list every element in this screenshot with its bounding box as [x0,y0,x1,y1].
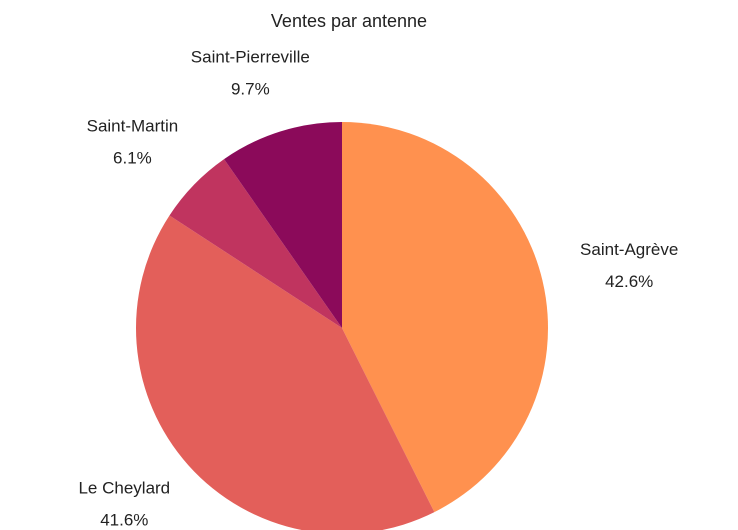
slice-name: Saint-Pierreville [191,48,310,67]
slice-label: Saint-Agrève 42.6% [580,240,678,291]
slice-name: Le Cheylard [78,479,170,498]
pie-slice [224,122,342,328]
slice-label: Saint-Pierreville 9.7% [191,48,310,99]
slice-name: Saint-Agrève [580,240,678,259]
slice-percent: 41.6% [100,511,148,530]
pie-slice [169,159,342,328]
pie-slice [136,215,435,530]
slice-name: Saint-Martin [87,116,179,135]
slice-label: Le Cheylard 41.6% [78,479,170,530]
slice-percent: 42.6% [605,272,653,291]
pie-slice [342,122,549,513]
slice-percent: 9.7% [231,80,270,99]
slice-label: Saint-Martin 6.1% [87,116,179,167]
slice-percent: 6.1% [113,148,152,167]
chart-title: Ventes par antenne [271,11,427,31]
